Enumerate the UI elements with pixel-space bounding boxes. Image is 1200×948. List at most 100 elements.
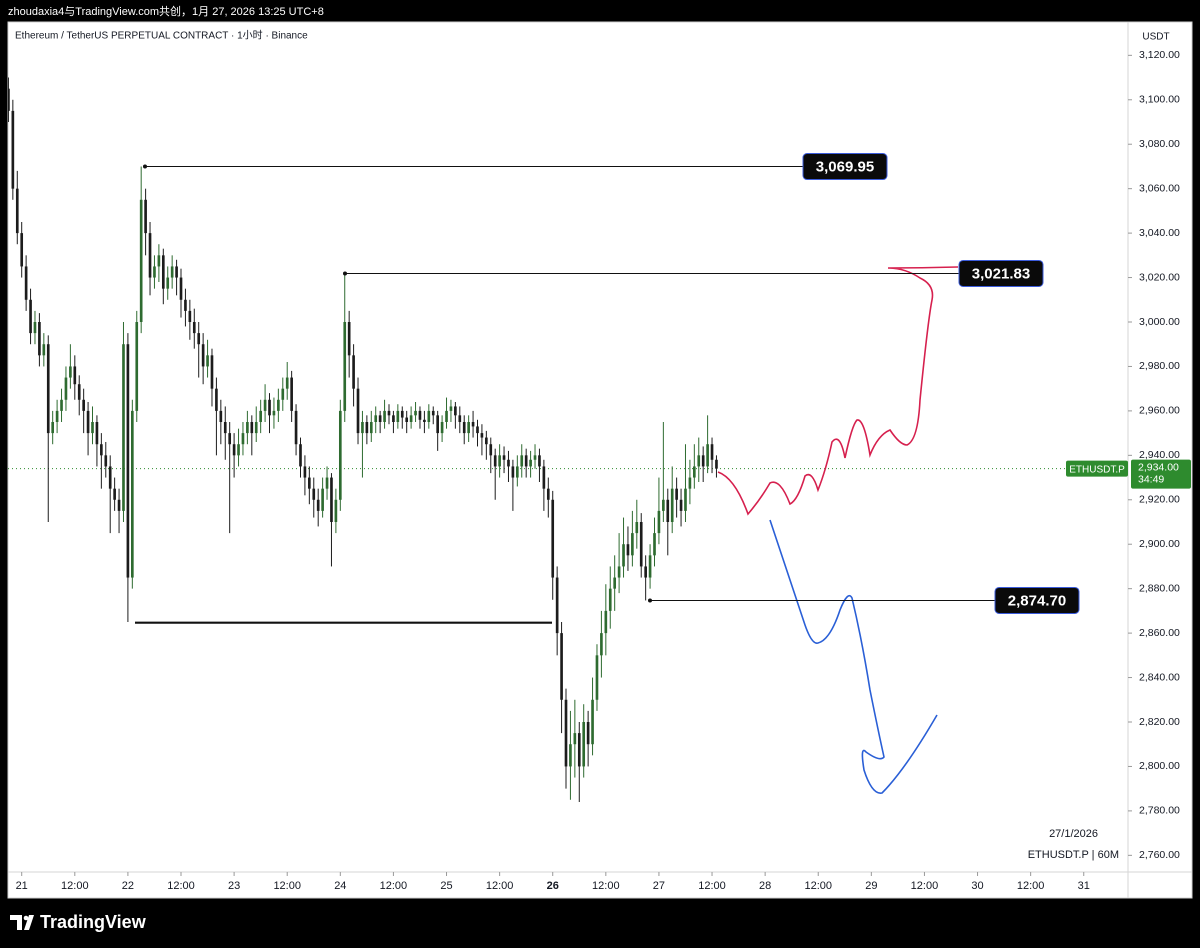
candle-body [361,422,364,434]
brand-icon-dot [23,915,29,921]
candle-body [529,459,532,467]
candle-body [135,322,139,411]
x-tick-label: 27 [653,880,665,892]
candle-body [250,422,254,434]
y-tick-label: 2,800.00 [1139,760,1180,772]
candle-body [237,444,240,456]
candle-body [206,355,209,367]
last-price-box [1131,459,1191,489]
candle-body [635,522,639,534]
candle-body [347,322,351,356]
candle-body [303,466,307,478]
candle-body [108,466,112,489]
candle-body [595,655,599,700]
candle-body [427,410,431,422]
x-tick-label: 12:00 [1017,880,1045,892]
candle-body [569,744,572,767]
candle-body [639,522,643,567]
candle-body [95,422,99,445]
candle-body [613,577,617,589]
candle-body [308,477,311,489]
candle-body [449,406,453,411]
y-tick-label: 3,100.00 [1139,94,1180,106]
candle-body [122,344,125,511]
candle-body [688,477,692,489]
candle-body [617,566,621,578]
y-tick-label: 2,860.00 [1139,627,1180,639]
candle-body [263,399,267,411]
y-tick-label: 2,820.00 [1139,716,1180,728]
candle-body [387,410,391,416]
candle-body [383,410,386,422]
candle-body [20,233,24,267]
candle-body [11,110,15,189]
candle-body [538,455,541,467]
candle-body [277,399,280,411]
candle-body [86,410,90,434]
candle-body [254,422,258,434]
candle-body [502,455,506,460]
candle-body [232,444,236,456]
candle-body [294,410,298,445]
candle-body [485,437,488,445]
x-tick-label: 21 [16,880,28,892]
candle-body [480,433,484,438]
x-tick-label: 12:00 [592,880,620,892]
candle-body [157,255,161,267]
candle-body [600,633,603,656]
y-tick-label: 2,780.00 [1139,805,1180,817]
candle-body [369,422,373,434]
currency-box [1133,26,1179,48]
bearish-scenario-drawing [769,519,938,794]
x-tick-label: 12:00 [273,880,301,892]
brand-name: TradingView [40,912,147,932]
candle-body [414,410,417,416]
candle-body [215,388,218,411]
y-tick-label: 3,120.00 [1139,49,1180,61]
candle-body [338,410,342,500]
candle-body [179,277,183,300]
header-text: zhoudaxia4与TradingView.com共创，1月 27, 2026… [8,5,324,18]
candle-body [113,488,116,500]
candle-body [356,388,360,434]
candle-body [29,299,32,334]
y-tick-label: 2,920.00 [1139,494,1180,506]
candle-body [184,299,187,311]
candle-body [33,322,37,334]
candle-body [51,422,55,434]
level-label-box [802,153,888,181]
candle-body [546,488,550,500]
candle-body [560,633,563,700]
plot-area [8,77,1128,802]
candle-body [38,322,41,356]
candle-body [653,533,656,556]
candle-body [210,355,214,389]
x-tick-label: 30 [971,880,983,892]
candle-body [564,699,568,767]
candle-body [290,377,293,411]
candle-body [440,422,444,434]
level-label: 2,874.70 [1008,592,1066,609]
candle-body [246,422,249,434]
x-tick-label: 26 [547,880,559,892]
candle-body [352,355,355,389]
candle-body [679,499,683,511]
candle-body [489,444,493,456]
candle-body [343,322,347,411]
x-tick-label: 24 [334,880,346,892]
candle-body [701,455,705,467]
y-tick-label: 2,760.00 [1139,849,1180,861]
candle-body [706,444,709,467]
x-tick-label: 25 [440,880,452,892]
candle-body [493,455,497,467]
candle-body [170,266,174,278]
candle-body [69,366,72,378]
candle-body [405,417,409,422]
x-tick-label: 23 [228,880,240,892]
candle-body [188,310,192,322]
y-tick-label: 2,940.00 [1139,449,1180,461]
candle-body [710,444,714,460]
footer-symbol: ETHUSDT.P | 60M [1028,849,1119,861]
symbol-title: Ethereum / TetherUS PERPETUAL CONTRACT ·… [15,30,308,42]
